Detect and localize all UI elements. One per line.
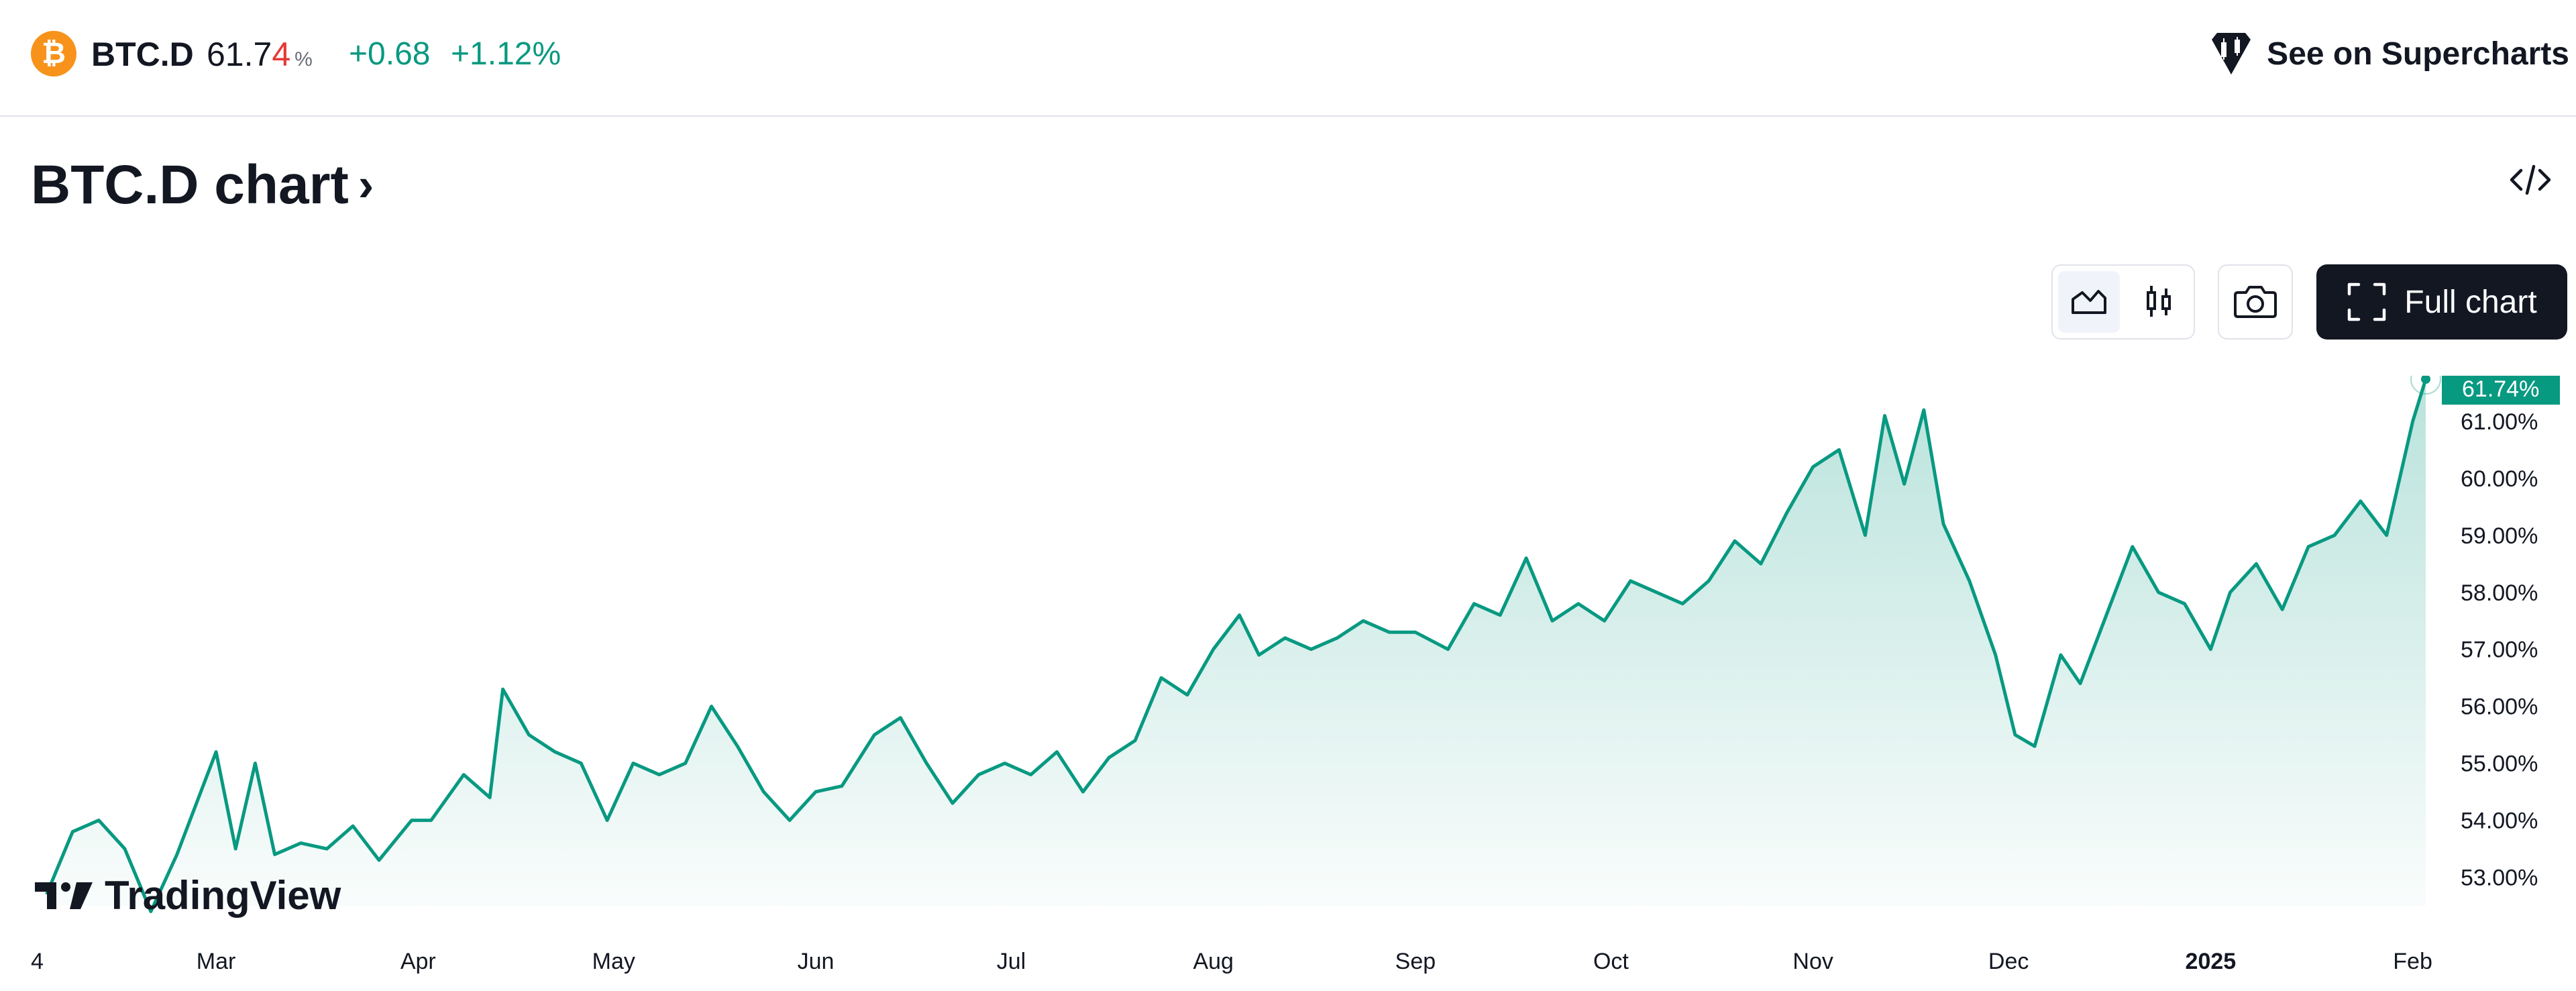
- x-tick-label-12: Feb: [2393, 949, 2432, 974]
- x-tick-label-3: May: [592, 949, 635, 974]
- x-tick-label-5: Jul: [997, 949, 1026, 974]
- last-point-halo: [2410, 376, 2441, 395]
- candles-style-button[interactable]: [2128, 271, 2190, 333]
- price-unit: %: [294, 48, 313, 70]
- y-tick-label-3: 58.00%: [2461, 580, 2538, 606]
- x-tick-label-8: Oct: [1593, 949, 1629, 974]
- price-last-digit: 4: [272, 36, 291, 73]
- price-change: +0.68: [349, 36, 431, 72]
- chevron-right-icon: ›: [358, 158, 374, 211]
- area-chart-icon: [2072, 290, 2106, 314]
- y-tick-label-0: 61.00%: [2461, 409, 2538, 435]
- price-change-percent: +1.12%: [451, 36, 561, 72]
- camera-icon: [2234, 286, 2277, 318]
- see-on-supercharts-link[interactable]: See on Supercharts: [2208, 27, 2569, 81]
- full-chart-button[interactable]: Full chart: [2316, 264, 2567, 340]
- supercharts-label: See on Supercharts: [2267, 36, 2569, 72]
- last-value-marker: 61.74%: [2410, 376, 2560, 405]
- x-tick-label-4: Jun: [798, 949, 835, 974]
- tradingview-logo-icon: [35, 882, 93, 909]
- last-value-badge: [2442, 376, 2560, 405]
- y-tick-label-2: 59.00%: [2461, 523, 2538, 549]
- tradingview-logo[interactable]: TradingView: [35, 872, 341, 919]
- supercharts-logo-icon: [2212, 33, 2251, 74]
- x-tick-label-2: Apr: [400, 949, 436, 974]
- chart-title-link[interactable]: BTC.D chart ›: [31, 152, 374, 221]
- price-chart[interactable]: 61.00% 60.00% 59.00% 58.00% 57.00% 56.00% 55.0…: [0, 376, 2576, 991]
- chart-title: BTC.D chart: [31, 154, 349, 215]
- fullscreen-icon: [2348, 282, 2386, 321]
- full-chart-label: Full chart: [2404, 284, 2537, 320]
- bitcoin-icon: ₿: [31, 31, 76, 76]
- series-line: [45, 378, 2428, 913]
- x-tick-label-11: 2025: [2186, 949, 2237, 974]
- series-points: [46, 378, 2426, 912]
- y-tick-label-8: 53.00%: [2461, 866, 2538, 891]
- embed-code-icon[interactable]: [2509, 158, 2552, 201]
- x-tick-label-9: Nov: [1792, 949, 1833, 974]
- price-main: 61.7: [207, 36, 272, 73]
- last-point-dot: [2421, 376, 2430, 384]
- time-axis: 4 Mar Apr May Jun Jul Aug Sep Oct Nov Dec 2025 Feb: [31, 949, 2432, 974]
- area-fill: [46, 379, 2426, 912]
- x-tick-label-7: Sep: [1395, 949, 1436, 974]
- snapshot-button[interactable]: [2218, 264, 2293, 340]
- y-tick-label-1: 60.00%: [2461, 466, 2538, 492]
- symbol-name[interactable]: BTC.D: [91, 36, 194, 73]
- y-tick-label-5: 56.00%: [2461, 694, 2538, 720]
- candlestick-icon: [2147, 286, 2171, 317]
- price-axis: 61.00% 60.00% 59.00% 58.00% 57.00% 56.00% 55.0…: [2461, 409, 2538, 891]
- x-tick-label-10: Dec: [1988, 949, 2029, 974]
- last-price: 61.74%: [207, 31, 313, 83]
- last-value-label: 61.74%: [2462, 376, 2539, 402]
- area-style-button[interactable]: [2058, 271, 2120, 333]
- y-tick-label-6: 55.00%: [2461, 751, 2538, 777]
- x-tick-label-1: Mar: [197, 949, 236, 974]
- x-tick-label-0: 4: [31, 949, 44, 974]
- tradingview-logo-text: TradingView: [105, 873, 341, 918]
- x-tick-label-6: Aug: [1193, 949, 1234, 974]
- y-tick-label-7: 54.00%: [2461, 809, 2538, 834]
- chart-style-toggle: [2051, 264, 2195, 340]
- y-tick-label-4: 57.00%: [2461, 637, 2538, 663]
- symbol-header: ₿ BTC.D 61.74% +0.68 +1.12% See on Super…: [0, 0, 2576, 117]
